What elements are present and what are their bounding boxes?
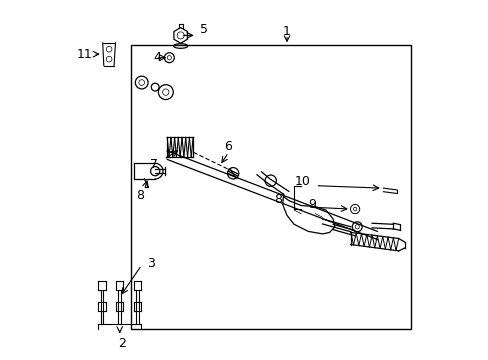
Text: 11: 11	[77, 48, 93, 61]
Text: 3: 3	[146, 257, 154, 270]
Text: 6: 6	[224, 140, 232, 153]
Text: 10: 10	[294, 175, 310, 188]
Text: 8: 8	[136, 189, 143, 202]
Text: 1: 1	[283, 24, 290, 38]
Text: 5: 5	[199, 23, 207, 36]
Text: 8: 8	[274, 193, 282, 206]
Text: 9: 9	[307, 198, 315, 211]
Text: 2: 2	[118, 337, 126, 350]
Bar	[131, 45, 410, 329]
Text: 7: 7	[150, 158, 158, 171]
Text: 4: 4	[153, 51, 161, 64]
